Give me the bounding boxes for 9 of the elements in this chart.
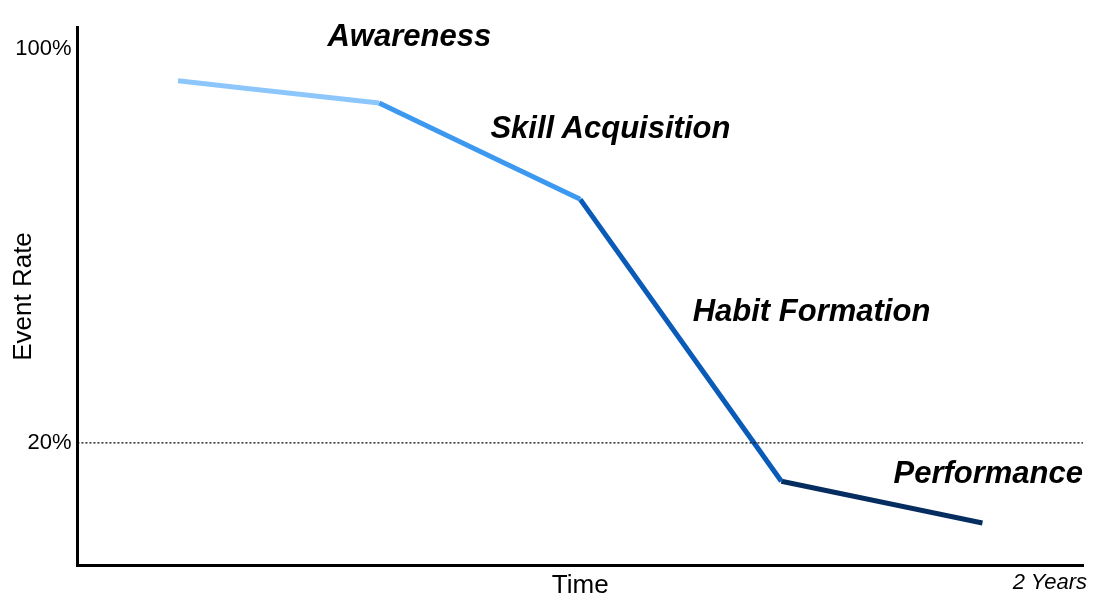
annotation: Skill Acquisition	[490, 110, 731, 146]
y-axis-title: Event Rate	[6, 232, 37, 361]
x-axis-title: Time	[551, 568, 609, 599]
y-tick-label: 100%	[15, 35, 72, 61]
y-tick-label: 20%	[27, 428, 72, 454]
annotation: Performance	[893, 454, 1083, 490]
annotation: Awareness	[326, 17, 492, 53]
annotation: Habit Formation	[692, 293, 931, 329]
text: 2 Years	[1011, 568, 1087, 594]
